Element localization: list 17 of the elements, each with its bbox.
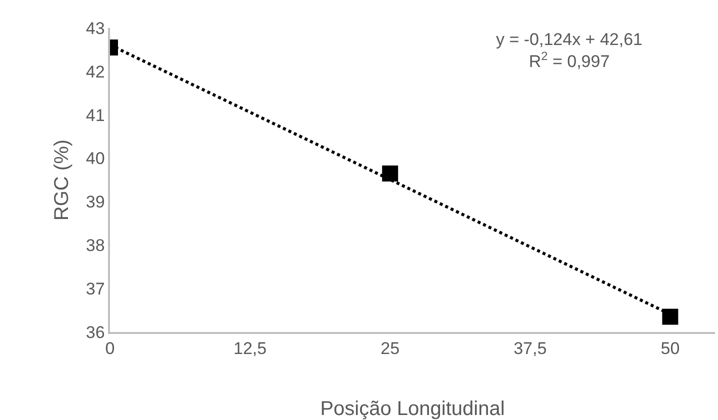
annotation: R$^{2}$ = 0,997 bbox=[528, 48, 610, 72]
y-tick-label: 40 bbox=[86, 149, 105, 168]
y-tick-label: 43 bbox=[86, 18, 105, 38]
x-tick-label: 50 bbox=[660, 339, 680, 358]
x-tick-label: 25 bbox=[380, 339, 400, 358]
x-tick-label: 37,5 bbox=[514, 339, 547, 358]
y-axis-title: RGC (%) bbox=[50, 139, 73, 221]
annotation: y = -0,124x + 42,61 bbox=[496, 30, 642, 49]
y-tick-label: 36 bbox=[86, 322, 105, 342]
y-tick-label: 42 bbox=[86, 62, 105, 82]
y-tick-label: 39 bbox=[86, 192, 105, 212]
x-tick-label: 0 bbox=[105, 339, 115, 358]
y-tick-label: 37 bbox=[86, 280, 105, 299]
y-tick-label: 38 bbox=[86, 236, 105, 256]
x-tick-label: 12,5 bbox=[234, 339, 267, 358]
x-axis-title: Posição Longitudinal bbox=[320, 398, 505, 420]
y-tick-label: 41 bbox=[86, 106, 105, 125]
